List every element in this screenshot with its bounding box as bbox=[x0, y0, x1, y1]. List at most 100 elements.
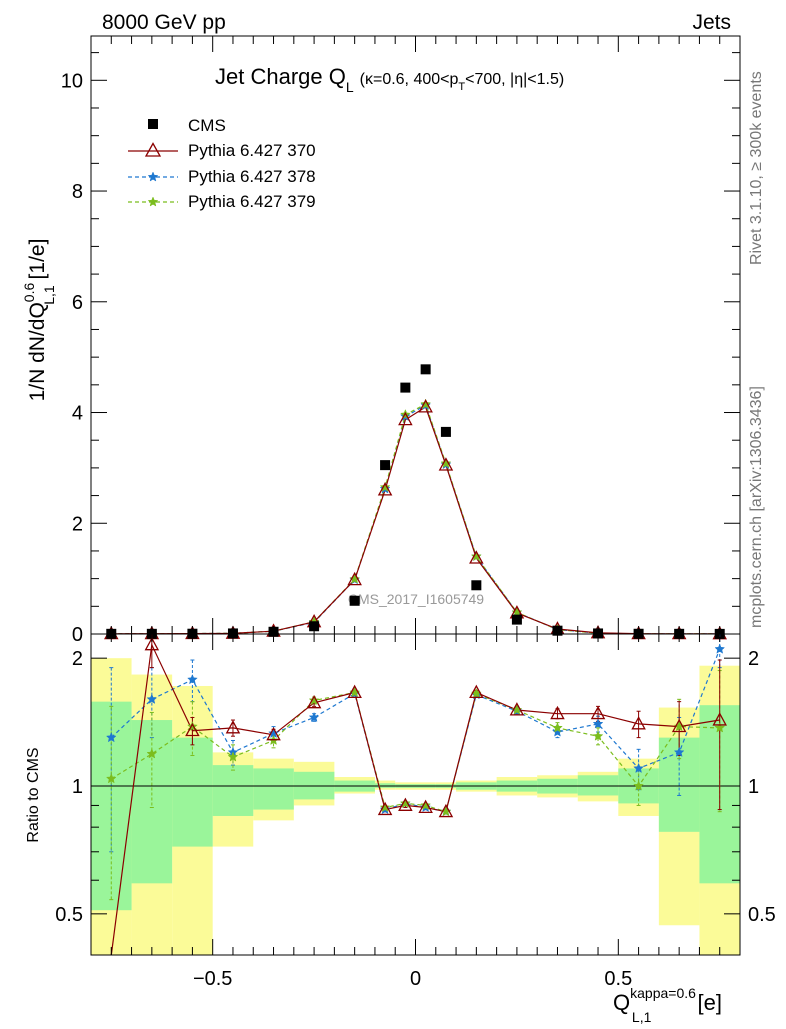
mcplots-label: mcplots.cern.ch [arXiv:1306.3436] bbox=[748, 386, 765, 628]
ratio-point-1 bbox=[146, 693, 158, 704]
ratio-point-370 bbox=[347, 684, 362, 699]
rivet-label: Rivet 3.1.10, ≥ 300k events bbox=[748, 71, 765, 265]
legend-marker-370 bbox=[144, 142, 162, 157]
y-tick-label: 10 bbox=[61, 70, 83, 92]
main-point-370 bbox=[377, 482, 393, 496]
main-point-cms bbox=[380, 460, 391, 471]
title-detail-b: T bbox=[458, 81, 465, 93]
y-tick-label: 2 bbox=[72, 513, 83, 535]
ratio-point-1 bbox=[592, 718, 604, 729]
main-point-3 bbox=[349, 573, 361, 584]
ratio-point-2 bbox=[714, 722, 726, 733]
x-label-sup: kappa=0.6 bbox=[630, 985, 696, 1001]
main-series-line-1 bbox=[111, 406, 720, 635]
watermark: CMS_2017_I1605749 bbox=[348, 591, 484, 607]
ratio-point-2 bbox=[227, 751, 239, 762]
x-tick-label: 0 bbox=[410, 968, 421, 990]
x-label-b: [e] bbox=[691, 990, 722, 1015]
ratio-point-2 bbox=[146, 748, 158, 759]
ratio-point-370 bbox=[671, 718, 687, 733]
legend-label-370: Pythia 6.427 370 bbox=[188, 141, 316, 160]
ratio-point-2 bbox=[308, 694, 320, 706]
ratio-point-2 bbox=[633, 780, 644, 791]
ratio-point-2 bbox=[379, 801, 391, 813]
band-inner bbox=[253, 768, 294, 810]
ratio-point-370 bbox=[509, 702, 525, 716]
ratio-point-2 bbox=[511, 704, 523, 715]
ratio-point-370 bbox=[225, 720, 241, 734]
ratio-point-2 bbox=[552, 722, 563, 733]
title-main: Jet Charge Q bbox=[215, 64, 346, 89]
main-point-cms bbox=[400, 382, 411, 393]
main-point-cms bbox=[349, 595, 360, 606]
main-point-cms bbox=[420, 364, 431, 375]
ratio-point-1 bbox=[552, 726, 563, 737]
main-point-370 bbox=[347, 571, 362, 586]
ratio-point-370 bbox=[266, 726, 281, 741]
title-sub: L bbox=[346, 79, 354, 95]
legend-marker-cms bbox=[148, 119, 158, 129]
ratio-point-1 bbox=[714, 643, 726, 654]
ratio-point-1 bbox=[308, 711, 320, 723]
ratio-point-370 bbox=[590, 705, 606, 720]
x-tick-label: −0.5 bbox=[193, 968, 232, 990]
title-detail-a: (κ=0.6, 400<p bbox=[360, 71, 459, 88]
ratio-point-370 bbox=[185, 722, 200, 737]
chart-title: Jet Charge QL (κ=0.6, 400<pT<700, |η|<1.5… bbox=[215, 64, 564, 95]
ratio-point-370 bbox=[398, 797, 413, 811]
x-axis-label: Qkappa=0.6 L,1 [e] bbox=[613, 985, 722, 1024]
main-point-370 bbox=[469, 550, 484, 564]
ratio-y-tick-label: 0.5 bbox=[55, 904, 83, 926]
ratio-point-370 bbox=[469, 684, 484, 699]
ratio-point-2 bbox=[673, 720, 685, 732]
ratio-point-2 bbox=[105, 773, 117, 784]
main-point-370 bbox=[398, 411, 413, 426]
y-tick-label: 8 bbox=[72, 181, 83, 203]
legend-label-378: Pythia 6.427 378 bbox=[188, 167, 316, 186]
main-plot-axes: 0 2 4 6 8 10 bbox=[61, 35, 741, 646]
y-tick-label: 6 bbox=[72, 292, 83, 314]
ratio-point-2 bbox=[440, 806, 452, 817]
ratio-point-2 bbox=[399, 797, 411, 808]
ratio-plot-axes: 0.5 0.5 1 1 2 2 −0.5 0 0.5 bbox=[55, 633, 776, 990]
y-label-sub: L,1 bbox=[41, 285, 57, 305]
ratio-y-tick-label-right: 1 bbox=[748, 776, 759, 798]
legend-label-379: Pythia 6.427 379 bbox=[188, 192, 316, 211]
ratio-point-370 bbox=[418, 799, 433, 814]
main-point-370 bbox=[418, 399, 433, 413]
ratio-y-axis-label: Ratio to CMS bbox=[25, 747, 42, 842]
header-left-label: 8000 GeV pp bbox=[102, 11, 226, 34]
ratio-point-370 bbox=[712, 712, 727, 726]
legend-marker-379 bbox=[147, 196, 159, 207]
main-point-370 bbox=[438, 457, 454, 471]
ratio-series-line-0 bbox=[110, 642, 720, 956]
y-tick-label: 4 bbox=[72, 403, 83, 425]
ratio-point-1 bbox=[187, 674, 198, 685]
ratio-plot-marks bbox=[105, 633, 727, 956]
x-label-sub: L,1 bbox=[632, 1009, 652, 1024]
legend: CMS Pythia 6.427 370 Pythia 6.427 378 Py… bbox=[128, 116, 316, 211]
y-label-sup: 0.6 bbox=[21, 283, 37, 303]
main-y-axis-label: 1/N dN/dQ0.6 L,1 [1/e] bbox=[21, 239, 57, 402]
ratio-point-1 bbox=[105, 731, 117, 743]
y-label-b: [1/e] bbox=[26, 239, 49, 286]
x-tick-label: 0.5 bbox=[604, 968, 632, 990]
title-detail-c: <700, |η|<1.5) bbox=[465, 71, 564, 88]
ratio-point-370 bbox=[144, 636, 160, 651]
band-inner bbox=[212, 765, 254, 816]
main-point-cms bbox=[471, 580, 482, 591]
ratio-y-tick-label: 1 bbox=[72, 776, 83, 798]
ratio-point-2 bbox=[592, 730, 604, 741]
ratio-point-1 bbox=[673, 746, 685, 757]
header-right-label: Jets bbox=[692, 11, 731, 34]
ratio-point-2 bbox=[420, 799, 432, 811]
ratio-y-tick-label: 2 bbox=[72, 648, 83, 670]
main-point-3 bbox=[440, 457, 452, 469]
ratio-point-370 bbox=[306, 694, 322, 709]
main-point-cms bbox=[440, 426, 451, 437]
ratio-point-2 bbox=[349, 686, 361, 698]
main-point-3 bbox=[470, 550, 482, 562]
legend-label-cms: CMS bbox=[188, 116, 226, 135]
ratio-point-1 bbox=[633, 762, 644, 774]
